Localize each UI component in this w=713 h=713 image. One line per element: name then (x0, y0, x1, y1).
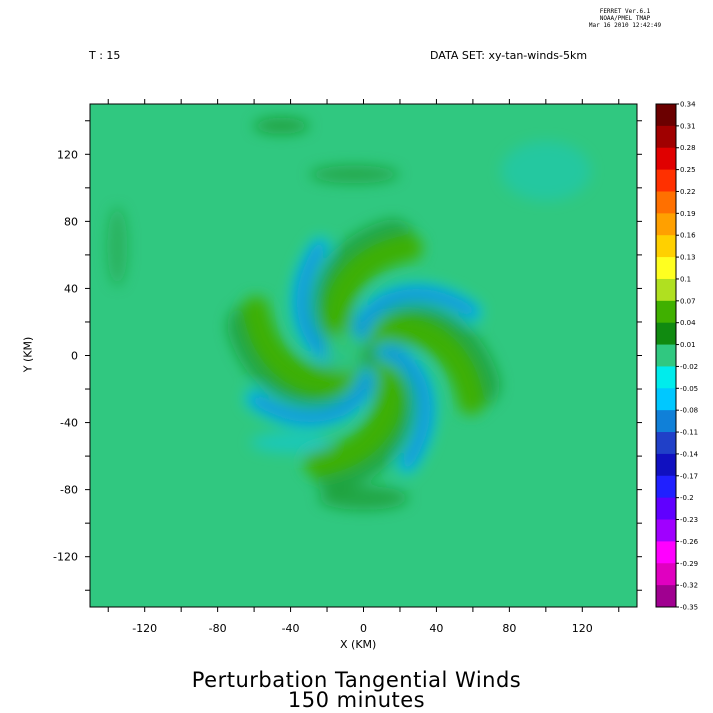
program-version: FERRET Ver.6.1 (599, 8, 651, 15)
colorbar-label: -0.08 (680, 407, 698, 415)
outer-patch (107, 206, 128, 287)
y-tick-label: -40 (60, 417, 78, 430)
x-tick-label: -40 (282, 622, 300, 635)
colorbar-label: -0.11 (680, 429, 698, 437)
colorbar-label: -0.23 (680, 516, 698, 524)
colorbar-band (656, 344, 676, 367)
colorbar-label: -0.35 (680, 604, 698, 612)
title-line: Perturbation Tangential Winds (191, 668, 522, 692)
outer-patch (309, 165, 400, 184)
colorbar-label: 0.04 (680, 319, 696, 327)
y-axis-label: Y (KM) (21, 336, 35, 373)
y-tick-label: -120 (53, 551, 78, 564)
negative-arm-core (380, 347, 432, 470)
colorbar: 0.34 0.31 0.28 0.25 0.22 0.19 0.16 0.13 0.1 0.07 0… (655, 101, 699, 612)
x-tick-label: -80 (209, 622, 227, 635)
colorbar-label: -0.05 (680, 385, 698, 393)
colorbar-label: 0.13 (680, 254, 696, 262)
colorbar-band (656, 585, 676, 608)
colorbar-label: 0.16 (680, 232, 696, 240)
colorbar-label: 0.22 (680, 188, 696, 196)
colorbar-band (656, 300, 676, 324)
x-axis-label: X (KM) (340, 638, 377, 651)
x-tick-label: -120 (132, 622, 157, 635)
outer-patch (253, 117, 310, 134)
colorbar-label: -0.14 (680, 450, 699, 458)
colorbar-band (656, 519, 676, 542)
y-tick-label: 120 (57, 148, 78, 161)
organization: NOAA/PMEL TMAP (599, 15, 651, 22)
colorbar-band (656, 453, 676, 477)
colorbar-band (656, 191, 676, 214)
colorbar-band (656, 475, 676, 499)
colorbar-band (656, 278, 676, 302)
colorbar-label: 0.25 (680, 166, 696, 174)
colorbar-band (656, 147, 676, 171)
x-tick-label: 40 (429, 622, 443, 635)
colorbar-band (656, 235, 676, 258)
colorbar-label: -0.17 (680, 472, 698, 480)
x-tick-label: 120 (572, 622, 593, 635)
negative-arm-core (355, 287, 478, 339)
colorbar-band (656, 541, 676, 564)
subtitle-line: 150 minutes (287, 688, 426, 712)
dataset-label: DATA SET: xy-tan-winds-5km (430, 49, 588, 62)
chart-title: Perturbation Tangential Winds 150 minute… (0, 668, 713, 712)
colorbar-band (656, 410, 676, 433)
positive-arm (304, 355, 403, 476)
colorbar-label: -0.2 (680, 494, 694, 502)
y-tick-label: 80 (64, 215, 78, 228)
field-arms (107, 117, 591, 511)
colorbar-label: 0.28 (680, 144, 696, 152)
colorbar-band (656, 432, 676, 455)
colorbar-band (656, 104, 676, 127)
positive-arm (363, 316, 484, 415)
x-tick-label: 80 (502, 622, 516, 635)
colorbar-band (656, 322, 676, 346)
outer-patch (250, 432, 331, 453)
colorbar-band (656, 169, 676, 192)
axes: -120 -80 -40 0 40 80 120 120 80 40 0 -40 -80 -120 (53, 99, 642, 635)
colorbar-band (656, 497, 676, 521)
colorbar-band (656, 125, 676, 149)
colorbar-label: -0.29 (680, 560, 698, 568)
colorbar-label: 0.07 (680, 297, 696, 305)
colorbar-label: -0.32 (680, 582, 698, 590)
colorbar-label: 0.19 (680, 210, 696, 218)
colorbar-band (656, 257, 676, 280)
positive-arm (243, 296, 364, 395)
colorbar-label: 0.34 (680, 101, 696, 109)
center-core (325, 332, 366, 373)
colorbar-frame (655, 103, 677, 608)
y-tick-label: 0 (71, 350, 78, 363)
y-tick-label: 40 (64, 282, 78, 295)
colorbar-label: -0.26 (680, 538, 699, 546)
colorbar-band (656, 388, 676, 411)
ferret-header: FERRET Ver.6.1 NOAA/PMEL TMAP Mar 16 201… (585, 8, 665, 29)
time-label: T : 15 (89, 49, 121, 62)
colorbar-label: 0.31 (680, 122, 696, 130)
colorbar-band (656, 563, 676, 586)
timestamp: Mar 16 2010 12:42:49 (588, 22, 662, 29)
negative-arm-core (249, 372, 372, 424)
colorbar-label: 0.1 (680, 275, 691, 283)
colorbar-band (656, 213, 676, 236)
x-tick-label: 0 (360, 622, 367, 635)
plot-area (89, 103, 638, 608)
outer-patch (318, 486, 409, 511)
colorbar-label: 0.01 (680, 341, 696, 349)
colorbar-label: -0.02 (680, 363, 698, 371)
outer-patch (500, 141, 591, 202)
y-tick-label: -80 (60, 484, 78, 497)
colorbar-band (656, 366, 676, 389)
positive-arm (324, 235, 423, 356)
